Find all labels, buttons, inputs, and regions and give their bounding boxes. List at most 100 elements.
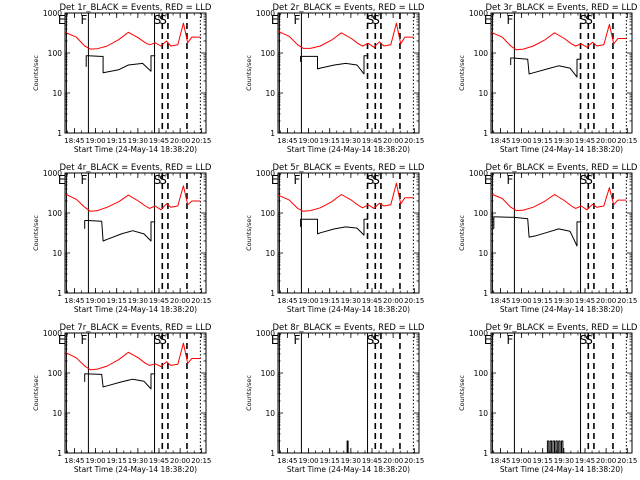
x-tick-label: 20:00 [383, 297, 403, 305]
x-tick-label: 19:15 [107, 137, 127, 145]
marker-label: F [293, 173, 300, 187]
x-tick-label: 19:15 [533, 137, 553, 145]
x-tick-label: 19:45 [149, 297, 169, 305]
chart-title: Det 2r_BLACK = Events, RED = LLD [273, 3, 425, 13]
x-tick-label: 19:30 [341, 297, 361, 305]
marker-label: S [154, 13, 162, 27]
chart-panel-4: Det 4r_BLACK = Events, RED = LLD 1 10 100 10… [32, 163, 212, 314]
x-tick-label: 18:45 [277, 457, 297, 465]
x-axis-label: Start Time (24-May-14 18:38:20) [287, 465, 410, 474]
y-tick-label: 10 [478, 409, 488, 418]
x-tick-label: 20:15 [191, 297, 211, 305]
x-tick-label: 20:00 [170, 297, 190, 305]
series-lld-line [490, 187, 627, 212]
chart-title: Det 1r_BLACK = Events, RED = LLD [60, 3, 212, 13]
x-tick-label: 20:00 [596, 137, 616, 145]
marker-label: E [58, 13, 66, 27]
x-tick-label: 18:45 [490, 137, 510, 145]
x-tick-label: 18:45 [490, 297, 510, 305]
plot-frame [64, 332, 207, 454]
x-tick-label: 19:00 [298, 297, 318, 305]
chart-panel-2: Det 2r_BLACK = Events, RED = LLD 1 10 100 10… [245, 3, 425, 154]
y-tick-label: 1 [483, 129, 488, 138]
y-tick-label: 100 [48, 49, 63, 58]
x-tick-label: 19:15 [320, 457, 340, 465]
plot-frame [277, 12, 420, 134]
x-tick-label: 20:15 [617, 137, 637, 145]
marker-label: E [484, 173, 492, 187]
series-lld-line [64, 185, 201, 212]
x-axis-label: Start Time (24-May-14 18:38:20) [500, 305, 623, 314]
series-lld-line [64, 22, 201, 50]
y-tick-label: 100 [261, 369, 276, 378]
y-axis-label: Counts/sec [458, 55, 466, 91]
chart-panel-9: Det 9r_BLACK = Events, RED = LLD 1 10 100 10… [458, 323, 638, 474]
marker-label: S [372, 173, 380, 187]
y-tick-label: 100 [261, 49, 276, 58]
marker-label: F [506, 13, 513, 27]
y-tick-label: 1000 [469, 329, 488, 338]
x-tick-label: 19:00 [511, 137, 531, 145]
y-axis-label: Counts/sec [32, 55, 40, 91]
y-tick-label: 1 [483, 449, 488, 458]
marker-label: S [367, 333, 375, 347]
marker-label: S [159, 333, 167, 347]
marker-label: S [367, 173, 375, 187]
x-tick-label: 19:30 [341, 137, 361, 145]
y-tick-label: 100 [48, 369, 63, 378]
marker-label: S [580, 13, 588, 27]
series-events-line [346, 440, 349, 453]
marker-label: S [159, 13, 167, 27]
y-tick-label: 1000 [43, 329, 62, 338]
series-lld-line [277, 22, 414, 49]
plot-frame [490, 12, 633, 134]
x-tick-label: 18:45 [277, 137, 297, 145]
marker-label: F [80, 13, 87, 27]
y-tick-label: 1 [483, 289, 488, 298]
marker-label: E [271, 173, 279, 187]
x-tick-label: 19:45 [575, 457, 595, 465]
marker-label: F [293, 13, 300, 27]
chart-panel-3: Det 3r_BLACK = Events, RED = LLD 1 10 100 10… [458, 3, 638, 154]
series-events-line [84, 373, 156, 390]
marker-label: S [367, 13, 375, 27]
y-axis-label: Counts/sec [458, 375, 466, 411]
y-tick-label: 1000 [469, 9, 488, 18]
marker-label: E [484, 333, 492, 347]
chart-title: Det 7r_BLACK = Events, RED = LLD [60, 323, 212, 333]
y-tick-label: 10 [265, 409, 275, 418]
marker-label: S [154, 333, 162, 347]
y-axis-label: Counts/sec [245, 55, 253, 91]
y-tick-label: 10 [265, 89, 275, 98]
series-events-line [493, 216, 582, 247]
x-tick-label: 19:45 [362, 137, 382, 145]
marker-label: F [506, 173, 513, 187]
chart-title: Det 5r_BLACK = Events, RED = LLD [273, 163, 425, 173]
x-tick-label: 19:00 [85, 137, 105, 145]
chart-panel-1: Det 1r_BLACK = Events, RED = LLD 1 10 100 10… [32, 3, 212, 154]
chart-panel-8: Det 8r_BLACK = Events, RED = LLD 1 10 100 10… [245, 323, 425, 474]
x-tick-label: 19:45 [362, 297, 382, 305]
x-axis-label: Start Time (24-May-14 18:38:20) [287, 145, 410, 154]
marker-label: S [154, 173, 162, 187]
series-lld-line [277, 182, 414, 212]
x-tick-label: 20:00 [383, 137, 403, 145]
y-tick-label: 1 [270, 449, 275, 458]
marker-label: E [271, 333, 279, 347]
y-tick-label: 10 [52, 89, 62, 98]
y-tick-label: 1000 [43, 9, 62, 18]
x-tick-label: 20:15 [191, 457, 211, 465]
panels-group: Det 1r_BLACK = Events, RED = LLD 1 10 100 10… [32, 3, 638, 474]
x-tick-label: 18:45 [64, 457, 84, 465]
x-axis-label: Start Time (24-May-14 18:38:20) [287, 305, 410, 314]
plot-frame [64, 12, 207, 134]
y-tick-label: 10 [478, 89, 488, 98]
x-tick-label: 18:45 [277, 297, 297, 305]
y-axis-label: Counts/sec [245, 215, 253, 251]
plot-frame [64, 172, 207, 294]
marker-label: E [271, 13, 279, 27]
x-axis-label: Start Time (24-May-14 18:38:20) [74, 145, 197, 154]
x-tick-label: 18:45 [490, 457, 510, 465]
x-tick-label: 19:45 [362, 457, 382, 465]
